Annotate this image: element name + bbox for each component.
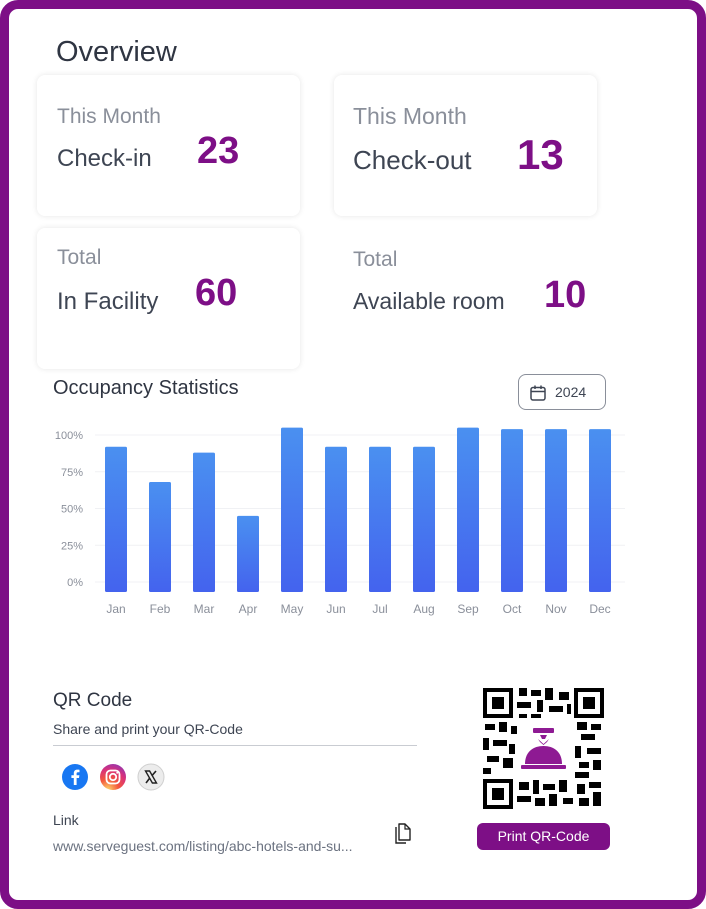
copy-icon[interactable] — [393, 820, 413, 844]
checkin-card: This Month Check-in 23 — [37, 75, 300, 216]
bar-jan[interactable] — [105, 446, 127, 592]
y-tick-label: 75% — [61, 467, 83, 479]
bar-dec[interactable] — [589, 429, 611, 592]
bar-feb[interactable] — [149, 482, 171, 592]
x-tick-label: Aug — [413, 602, 434, 616]
checkin-period-label: This Month — [57, 105, 161, 128]
available-room-value: 10 — [544, 274, 587, 316]
occupancy-title: Occupancy Statistics — [53, 377, 239, 399]
bar-jun[interactable] — [325, 446, 347, 592]
qr-title: QR Code — [53, 690, 133, 711]
bar-nov[interactable] — [545, 429, 567, 592]
year-selector[interactable]: 2024 — [518, 374, 606, 410]
bar-sep[interactable] — [457, 427, 479, 592]
in-facility-period-label: Total — [57, 246, 102, 269]
print-qr-button[interactable]: Print QR-Code — [477, 823, 610, 850]
in-facility-label: In Facility — [57, 288, 159, 315]
occupancy-chart: 100% 75% 50% 25% 0% Jan Feb Mar Apr May Jun Jul Aug S… — [55, 427, 625, 616]
x-icon[interactable] — [137, 763, 165, 791]
qr-code-image — [483, 688, 604, 809]
bar-aug[interactable] — [413, 446, 435, 592]
x-tick-label: Nov — [545, 602, 566, 616]
in-facility-value: 60 — [195, 272, 238, 314]
checkout-period-label: This Month — [353, 103, 467, 129]
qr-subtitle: Share and print your QR-Code — [53, 721, 243, 737]
checkout-card: This Month Check-out 13 — [334, 75, 597, 216]
x-tick-label: Jan — [106, 602, 125, 616]
qr-divider — [53, 745, 417, 746]
bar-jul[interactable] — [369, 446, 391, 592]
link-label: Link — [53, 812, 79, 828]
calendar-icon — [530, 385, 546, 401]
x-tick-label: May — [281, 602, 304, 616]
y-tick-label: 50% — [61, 504, 83, 516]
x-tick-label: Jul — [372, 602, 387, 616]
x-tick-label: Jun — [326, 602, 345, 616]
y-tick-label: 0% — [67, 577, 83, 589]
link-value[interactable]: www.serveguest.com/listing/abc-hotels-an… — [53, 838, 353, 854]
x-tick-label: Oct — [503, 602, 522, 616]
checkout-value: 13 — [517, 131, 564, 178]
in-facility-card: Total In Facility 60 — [37, 228, 300, 369]
instagram-icon[interactable] — [99, 763, 127, 791]
x-tick-label: Mar — [194, 602, 215, 616]
checkout-label: Check-out — [353, 145, 472, 175]
bar-oct[interactable] — [501, 429, 523, 592]
x-tick-label: Feb — [150, 602, 171, 616]
y-tick-label: 25% — [61, 540, 83, 552]
x-tick-label: Sep — [457, 602, 479, 616]
year-value: 2024 — [555, 384, 587, 400]
x-tick-label: Dec — [589, 602, 610, 616]
checkin-value: 23 — [197, 130, 240, 172]
available-room-period-label: Total — [353, 248, 398, 271]
x-tick-label: Apr — [239, 602, 258, 616]
facebook-icon[interactable] — [61, 763, 89, 791]
checkin-label: Check-in — [57, 145, 152, 172]
bar-apr[interactable] — [237, 515, 259, 592]
available-room-label: Available room — [353, 288, 505, 314]
page-title: Overview — [56, 36, 177, 68]
bar-may[interactable] — [281, 427, 303, 592]
available-room-card: Total Available room 10 — [334, 228, 597, 369]
y-tick-label: 100% — [55, 430, 83, 442]
bar-mar[interactable] — [193, 452, 215, 592]
